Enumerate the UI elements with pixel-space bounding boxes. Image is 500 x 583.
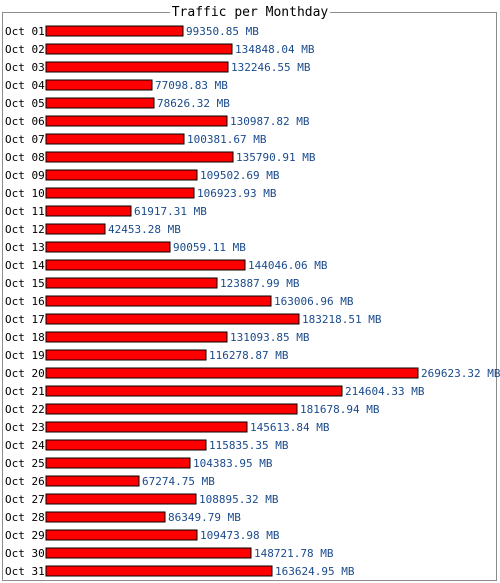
day-label: Oct 27 — [5, 493, 45, 506]
traffic-bar — [45, 367, 419, 379]
day-label: Oct 09 — [5, 169, 45, 182]
day-label: Oct 18 — [5, 331, 45, 344]
value-label: 145613.84 MB — [250, 421, 330, 434]
value-label: 135790.91 MB — [236, 151, 316, 164]
day-label: Oct 16 — [5, 295, 45, 308]
traffic-bar — [45, 133, 185, 145]
traffic-bar — [45, 205, 132, 217]
traffic-bar — [45, 385, 343, 397]
day-label: Oct 14 — [5, 259, 45, 272]
value-label: 163624.95 MB — [275, 565, 355, 578]
traffic-bar — [45, 421, 248, 433]
day-label: Oct 11 — [5, 205, 45, 218]
value-label: 132246.55 MB — [231, 61, 311, 74]
day-label: Oct 17 — [5, 313, 45, 326]
traffic-bar — [45, 43, 233, 55]
value-label: 100381.67 MB — [187, 133, 267, 146]
traffic-bar — [45, 223, 106, 235]
value-label: 109502.69 MB — [200, 169, 280, 182]
day-label: Oct 26 — [5, 475, 45, 488]
value-label: 99350.85 MB — [186, 25, 259, 38]
value-label: 214604.33 MB — [345, 385, 425, 398]
day-label: Oct 10 — [5, 187, 45, 200]
traffic-bar — [45, 169, 198, 181]
traffic-bar — [45, 439, 207, 451]
value-label: 134848.04 MB — [235, 43, 315, 56]
value-label: 90059.11 MB — [173, 241, 246, 254]
value-label: 108895.32 MB — [199, 493, 279, 506]
value-label: 181678.94 MB — [300, 403, 380, 416]
value-label: 78626.32 MB — [157, 97, 230, 110]
traffic-bar — [45, 259, 246, 271]
value-label: 86349.79 MB — [168, 511, 241, 524]
traffic-bar — [45, 403, 298, 415]
value-label: 123887.99 MB — [220, 277, 300, 290]
day-label: Oct 20 — [5, 367, 45, 380]
traffic-bar — [45, 25, 184, 37]
traffic-bar — [45, 79, 153, 91]
value-label: 269623.32 MB — [421, 367, 500, 380]
traffic-bar — [45, 565, 273, 577]
day-label: Oct 08 — [5, 151, 45, 164]
day-label: Oct 31 — [5, 565, 45, 578]
value-label: 104383.95 MB — [193, 457, 273, 470]
day-label: Oct 05 — [5, 97, 45, 110]
traffic-bar — [45, 349, 207, 361]
traffic-bar — [45, 97, 155, 109]
value-label: 77098.83 MB — [155, 79, 228, 92]
day-label: Oct 13 — [5, 241, 45, 254]
value-label: 130987.82 MB — [230, 115, 310, 128]
value-label: 67274.75 MB — [142, 475, 215, 488]
value-label: 106923.93 MB — [197, 187, 277, 200]
value-label: 61917.31 MB — [134, 205, 207, 218]
value-label: 116278.87 MB — [209, 349, 289, 362]
traffic-bar — [45, 493, 197, 505]
day-label: Oct 25 — [5, 457, 45, 470]
day-label: Oct 03 — [5, 61, 45, 74]
traffic-bar — [45, 241, 171, 253]
day-label: Oct 21 — [5, 385, 45, 398]
traffic-bar — [45, 151, 234, 163]
traffic-bar — [45, 313, 300, 325]
traffic-bar — [45, 457, 191, 469]
day-label: Oct 01 — [5, 25, 45, 38]
value-label: 148721.78 MB — [254, 547, 334, 560]
day-label: Oct 06 — [5, 115, 45, 128]
traffic-bar — [45, 547, 252, 559]
value-label: 42453.28 MB — [108, 223, 181, 236]
traffic-bar — [45, 529, 198, 541]
value-label: 131093.85 MB — [230, 331, 310, 344]
value-label: 144046.06 MB — [248, 259, 328, 272]
value-label: 109473.98 MB — [200, 529, 280, 542]
day-label: Oct 02 — [5, 43, 45, 56]
day-label: Oct 29 — [5, 529, 45, 542]
day-label: Oct 23 — [5, 421, 45, 434]
traffic-bar — [45, 331, 228, 343]
day-label: Oct 19 — [5, 349, 45, 362]
traffic-bar — [45, 475, 140, 487]
day-label: Oct 15 — [5, 277, 45, 290]
day-label: Oct 07 — [5, 133, 45, 146]
value-label: 163006.96 MB — [274, 295, 354, 308]
traffic-bar — [45, 61, 229, 73]
traffic-bar — [45, 277, 218, 289]
day-label: Oct 28 — [5, 511, 45, 524]
day-label: Oct 24 — [5, 439, 45, 452]
traffic-bar — [45, 511, 166, 523]
traffic-bar — [45, 295, 272, 307]
traffic-bar — [45, 115, 228, 127]
day-label: Oct 22 — [5, 403, 45, 416]
traffic-bar — [45, 187, 195, 199]
value-label: 183218.51 MB — [302, 313, 382, 326]
value-label: 115835.35 MB — [209, 439, 289, 452]
day-label: Oct 04 — [5, 79, 45, 92]
day-label: Oct 12 — [5, 223, 45, 236]
day-label: Oct 30 — [5, 547, 45, 560]
